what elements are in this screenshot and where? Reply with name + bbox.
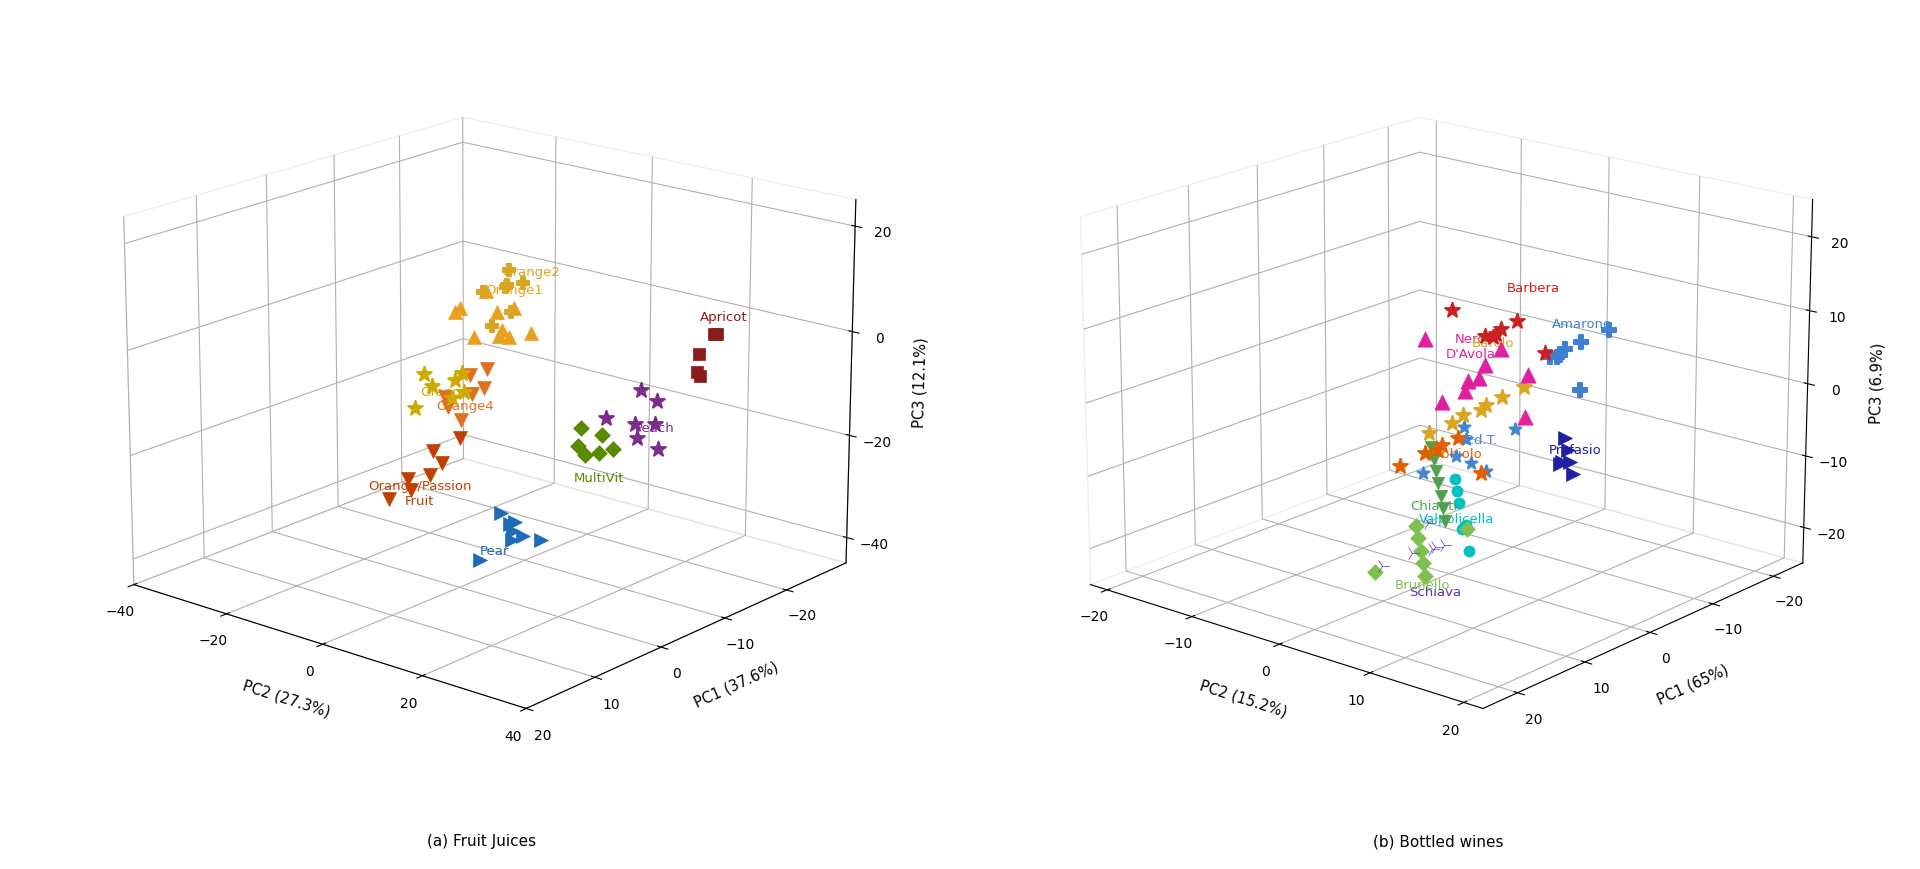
X-axis label: PC2 (15.2%): PC2 (15.2%): [1198, 678, 1288, 720]
Y-axis label: PC1 (37.6%): PC1 (37.6%): [691, 658, 780, 709]
Title: (b) Bottled wines: (b) Bottled wines: [1373, 833, 1503, 848]
X-axis label: PC2 (27.3%): PC2 (27.3%): [240, 678, 332, 720]
Title: (a) Fruit Juices: (a) Fruit Juices: [426, 833, 536, 848]
Y-axis label: PC1 (65%): PC1 (65%): [1655, 661, 1730, 706]
